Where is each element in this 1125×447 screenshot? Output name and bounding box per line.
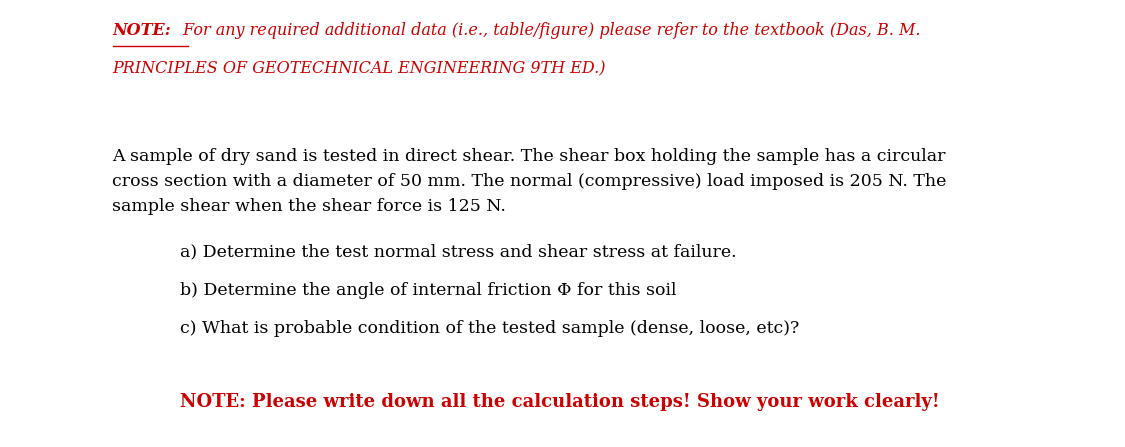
Text: For any required additional data (i.e., table/figure) please refer to the textbo: For any required additional data (i.e., …	[178, 22, 920, 39]
Text: PRINCIPLES OF GEOTECHNICAL ENGINEERING 9TH ED.): PRINCIPLES OF GEOTECHNICAL ENGINEERING 9…	[112, 60, 606, 77]
Text: b) Determine the angle of internal friction Φ for this soil: b) Determine the angle of internal frict…	[180, 282, 676, 299]
Text: A sample of dry sand is tested in direct shear. The shear box holding the sample: A sample of dry sand is tested in direct…	[112, 148, 947, 215]
Text: a) Determine the test normal stress and shear stress at failure.: a) Determine the test normal stress and …	[180, 244, 737, 261]
Text: NOTE: Please write down all the calculation steps! Show your work clearly!: NOTE: Please write down all the calculat…	[180, 393, 939, 411]
Text: NOTE:: NOTE:	[112, 22, 171, 39]
Text: c) What is probable condition of the tested sample (dense, loose, etc)?: c) What is probable condition of the tes…	[180, 320, 799, 337]
